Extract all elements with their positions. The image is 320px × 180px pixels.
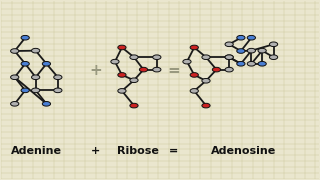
Circle shape bbox=[202, 55, 210, 60]
Circle shape bbox=[225, 55, 233, 60]
Circle shape bbox=[32, 75, 40, 80]
Circle shape bbox=[11, 49, 19, 53]
Circle shape bbox=[153, 67, 161, 72]
Circle shape bbox=[54, 88, 62, 93]
Circle shape bbox=[42, 61, 51, 66]
Circle shape bbox=[21, 35, 29, 40]
Circle shape bbox=[247, 48, 255, 53]
Circle shape bbox=[130, 55, 138, 60]
Text: +: + bbox=[91, 146, 100, 156]
Text: Adenine: Adenine bbox=[12, 146, 62, 156]
Circle shape bbox=[202, 103, 210, 108]
Text: =: = bbox=[167, 63, 180, 78]
Circle shape bbox=[225, 42, 233, 47]
Text: +: + bbox=[90, 63, 102, 78]
Circle shape bbox=[269, 55, 278, 60]
Circle shape bbox=[111, 59, 119, 64]
Circle shape bbox=[247, 61, 255, 66]
Circle shape bbox=[225, 67, 233, 72]
Circle shape bbox=[190, 73, 198, 77]
Circle shape bbox=[21, 61, 29, 66]
Circle shape bbox=[237, 49, 245, 53]
Circle shape bbox=[54, 75, 62, 80]
Circle shape bbox=[42, 102, 51, 106]
Circle shape bbox=[183, 59, 191, 64]
Circle shape bbox=[202, 78, 210, 83]
Circle shape bbox=[247, 35, 255, 40]
Text: Adenosine: Adenosine bbox=[211, 146, 276, 156]
Circle shape bbox=[118, 73, 126, 77]
Circle shape bbox=[21, 88, 29, 93]
Circle shape bbox=[130, 78, 138, 83]
Circle shape bbox=[32, 48, 40, 53]
Circle shape bbox=[237, 61, 245, 66]
Circle shape bbox=[190, 89, 198, 93]
Circle shape bbox=[212, 67, 220, 72]
Circle shape bbox=[118, 45, 126, 50]
Circle shape bbox=[130, 103, 138, 108]
Circle shape bbox=[118, 89, 126, 93]
Circle shape bbox=[225, 55, 233, 60]
Circle shape bbox=[190, 45, 198, 50]
Circle shape bbox=[237, 35, 245, 40]
Circle shape bbox=[32, 88, 40, 93]
Circle shape bbox=[11, 102, 19, 106]
Text: =: = bbox=[169, 146, 178, 156]
Text: Ribose: Ribose bbox=[117, 146, 159, 156]
Circle shape bbox=[153, 55, 161, 60]
Circle shape bbox=[140, 67, 148, 72]
Circle shape bbox=[258, 48, 266, 53]
Circle shape bbox=[258, 61, 266, 66]
Circle shape bbox=[269, 42, 278, 47]
Circle shape bbox=[11, 75, 19, 80]
